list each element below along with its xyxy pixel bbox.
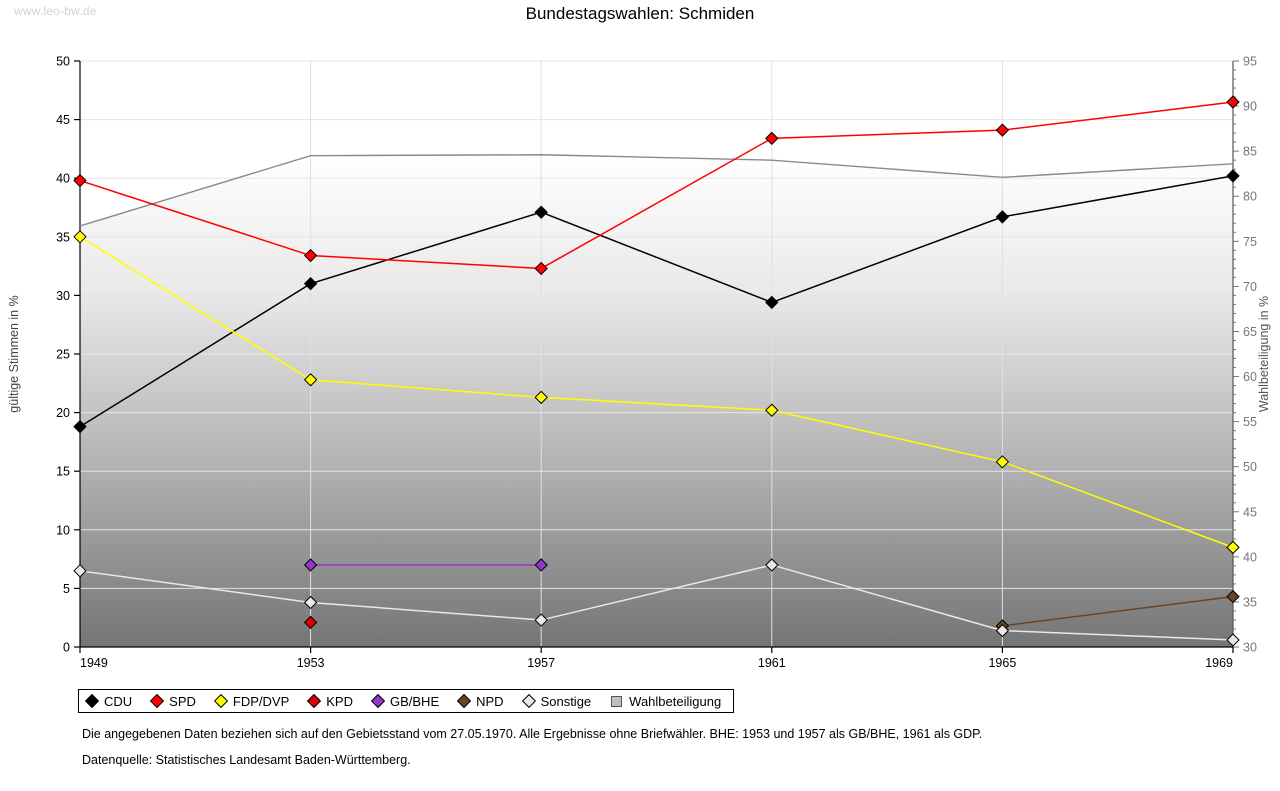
axis-right-tick-label: 35 — [1243, 595, 1257, 609]
data-point-kpd[interactable] — [303, 615, 318, 630]
axis-right-tick-label: 80 — [1243, 190, 1257, 204]
axis-right-tick-label: 95 — [1243, 55, 1257, 69]
legend-diamond-icon — [84, 693, 100, 709]
series-line-fdp-dvp — [79, 236, 1234, 549]
legend-item-label: FDP/DVP — [232, 693, 290, 709]
series-line-spd — [79, 101, 1234, 270]
data-point-sonstige[interactable] — [73, 564, 87, 578]
axis-left-tick-label: 10 — [56, 523, 70, 537]
data-point-cdu[interactable] — [73, 419, 87, 434]
axis-right-tick-label: 70 — [1243, 280, 1257, 294]
data-point-gb-bhe[interactable] — [303, 558, 318, 572]
axis-left-tick-label: 15 — [56, 465, 70, 479]
axis-left-tick-label: 0 — [63, 641, 70, 655]
axis-left-title: gültige Stimmen in % — [7, 295, 21, 412]
wahlbeteiligung-area — [80, 154, 1233, 647]
data-point-sonstige[interactable] — [995, 623, 1010, 638]
legend-item-fdp-dvp[interactable]: FDP/DVP — [213, 693, 290, 709]
data-point-cdu[interactable] — [1226, 169, 1240, 183]
data-point-fdp-dvp[interactable] — [534, 390, 548, 405]
legend-item-sonstige[interactable]: Sonstige — [521, 693, 592, 709]
legend-item-label: Wahlbeteiligung — [629, 693, 722, 709]
data-point-sonstige[interactable] — [1226, 633, 1240, 647]
legend-diamond-icon — [370, 693, 386, 709]
axis-right-tick-label: 50 — [1243, 460, 1257, 474]
legend-item-label: KPD — [326, 693, 353, 709]
series-line-wahlbeteiligung — [79, 154, 1234, 227]
data-point-spd[interactable] — [73, 173, 87, 188]
legend-diamond-icon — [213, 693, 228, 709]
axis-left-tick-label: 40 — [56, 172, 70, 186]
data-point-spd[interactable] — [303, 248, 318, 263]
legend-diamond-icon — [307, 693, 322, 709]
axis-left-tick-label: 25 — [56, 348, 70, 362]
axis-right-tick-label: 55 — [1243, 415, 1257, 429]
data-point-cdu[interactable] — [995, 210, 1010, 224]
legend-item-label: GB/BHE — [389, 693, 440, 709]
axis-bottom-tick-label: 1949 — [80, 656, 108, 670]
data-point-cdu[interactable] — [534, 205, 548, 219]
legend-square-icon — [611, 695, 623, 707]
data-point-spd[interactable] — [765, 131, 779, 146]
legend-item-label: NPD — [476, 693, 504, 709]
page-title: Bundestagswahlen: Schmiden — [525, 4, 755, 23]
data-point-spd[interactable] — [534, 261, 548, 276]
axis-bottom-tick-label: 1965 — [988, 656, 1016, 670]
data-point-fdp-dvp[interactable] — [1226, 540, 1240, 555]
legend-diamond-icon — [150, 693, 165, 709]
legend-item-kpd[interactable]: KPD — [307, 693, 353, 709]
legend-item-label: SPD — [169, 693, 196, 709]
axis-left-tick-label: 50 — [56, 55, 70, 69]
axis-right-tick-label: 40 — [1243, 550, 1257, 564]
legend-item-label: Sonstige — [540, 693, 592, 709]
legend-diamond-icon — [457, 693, 472, 709]
data-point-fdp-dvp[interactable] — [303, 373, 318, 387]
axis-left-tick-label: 5 — [63, 582, 70, 596]
series-line-npd — [1002, 595, 1234, 627]
legend-item-label: CDU — [104, 693, 133, 709]
axis-right-tick-label: 45 — [1243, 505, 1257, 519]
data-point-gb-bhe[interactable] — [534, 558, 548, 572]
data-point-spd[interactable] — [995, 123, 1010, 137]
legend-item-gb-bhe[interactable]: GB/BHE — [370, 693, 440, 709]
legend-item-spd[interactable]: SPD — [150, 693, 196, 709]
legend-diamond-icon — [521, 693, 536, 709]
axis-bottom-tick-label: 1957 — [527, 656, 555, 670]
axis-left-tick-label: 45 — [56, 113, 70, 127]
axis-right-tick-label: 90 — [1243, 100, 1257, 114]
axis-left-tick-label: 30 — [56, 289, 70, 303]
axis-bottom-tick-label: 1953 — [297, 656, 325, 670]
axis-right-tick-label: 30 — [1243, 641, 1257, 655]
chart-legend: CDU SPD FDP/DVP KPD GB/BHE NPD Sonstige Wahlbet… — [78, 689, 735, 713]
legend-item-cdu[interactable]: CDU — [84, 693, 133, 709]
axis-right-tick-label: 75 — [1243, 235, 1257, 249]
data-point-sonstige[interactable] — [303, 595, 318, 610]
data-point-spd[interactable] — [1226, 95, 1240, 109]
data-point-fdp-dvp[interactable] — [765, 403, 779, 417]
axis-left-tick-label: 20 — [56, 406, 70, 420]
axis-right-title: Wahlbeteiligung in % — [1257, 296, 1271, 412]
axis-right-tick-label: 65 — [1243, 325, 1257, 339]
data-point-cdu[interactable] — [303, 276, 318, 291]
legend-item-wahlbeteiligung[interactable]: Wahlbeteiligung — [611, 694, 721, 709]
data-point-sonstige[interactable] — [534, 613, 548, 627]
data-point-npd[interactable] — [1226, 589, 1240, 604]
chart-note-gebietsstand: Die angegebenen Daten beziehen sich auf … — [82, 727, 983, 741]
series-line-sonstige — [79, 564, 1234, 641]
data-point-sonstige[interactable] — [765, 558, 779, 572]
series-line-cdu — [79, 175, 1234, 428]
data-point-cdu[interactable] — [765, 295, 779, 310]
axis-right-tick-label: 60 — [1243, 370, 1257, 384]
chart-note-datenquelle: Datenquelle: Statistisches Landesamt Bad… — [82, 753, 411, 767]
axis-bottom-tick-label: 1969 — [1205, 656, 1233, 670]
axis-left-tick-label: 35 — [56, 230, 70, 244]
data-point-fdp-dvp[interactable] — [995, 455, 1010, 469]
legend-item-npd[interactable]: NPD — [457, 693, 504, 709]
axis-right-tick-label: 85 — [1243, 145, 1257, 159]
chart-svg: 0 5 10 15 20 25 30 35 40 45 50 30 35 40 45 50 55 60 65 70 75… — [7, 55, 1271, 671]
axis-bottom-tick-label: 1961 — [758, 656, 786, 670]
watermark: www.leo-bw.de — [14, 4, 97, 18]
data-point-fdp-dvp[interactable] — [73, 230, 87, 244]
